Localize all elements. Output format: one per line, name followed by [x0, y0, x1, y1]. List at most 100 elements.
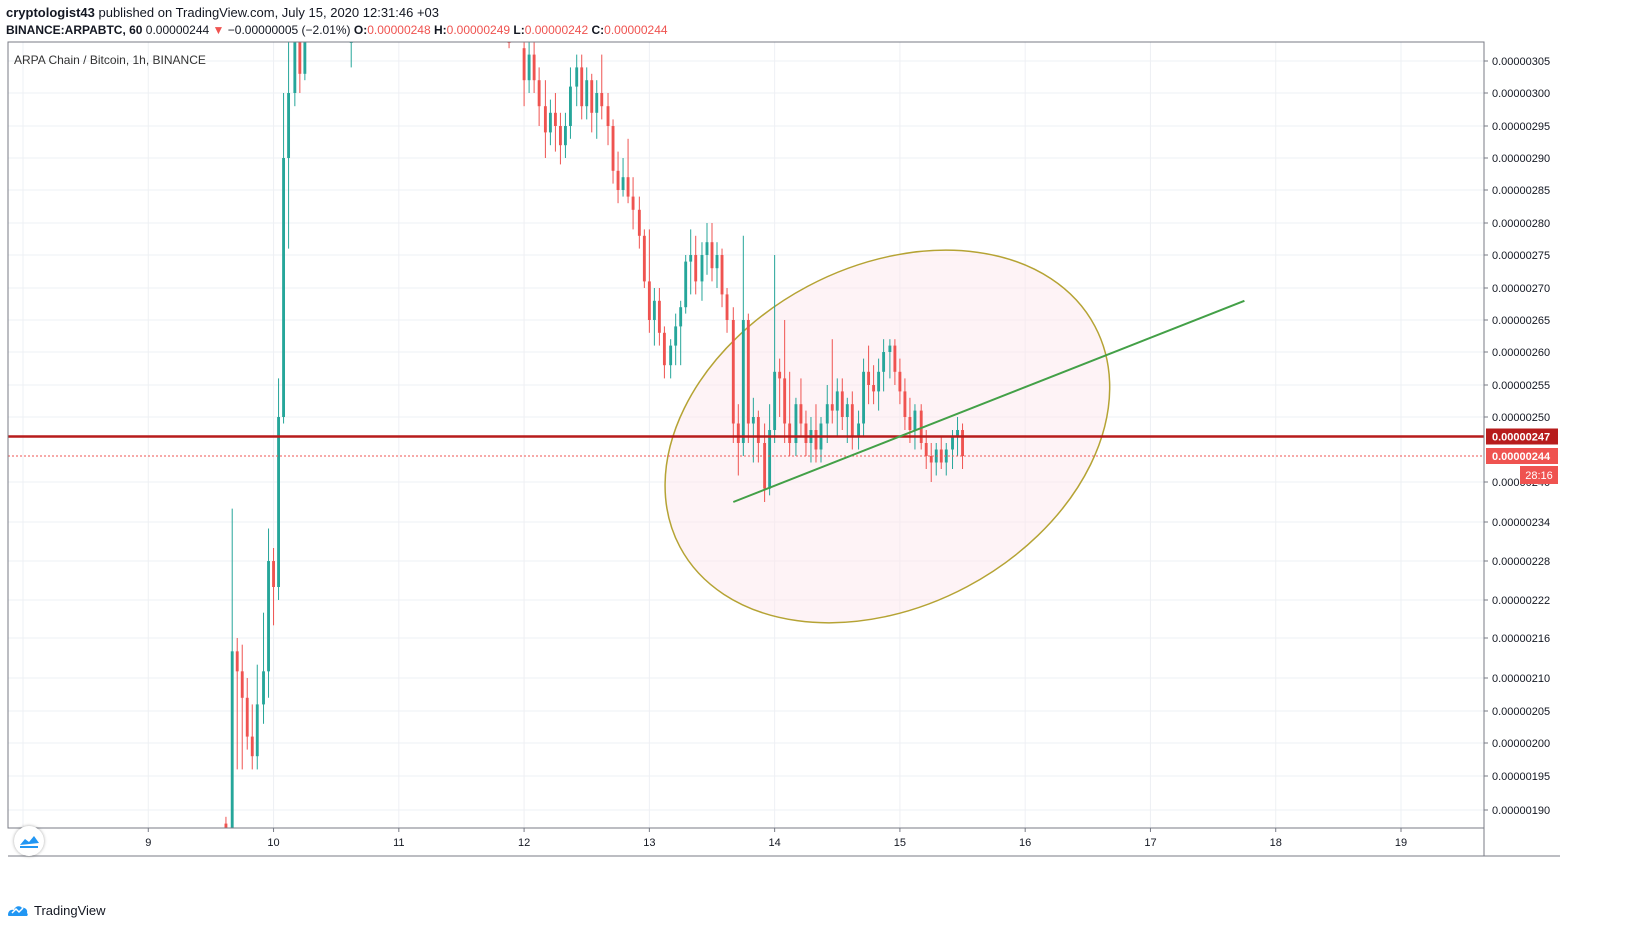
x-tick-label: 13: [643, 837, 655, 849]
tradingview-badge[interactable]: [14, 826, 44, 856]
candle-down: [961, 423, 964, 469]
candle-down: [522, 42, 526, 107]
candle-body: [569, 86, 572, 126]
candle-down: [778, 358, 782, 417]
x-tick-label: 16: [1019, 837, 1031, 849]
candle-body: [751, 417, 755, 424]
y-tick-label: 0.00000234: [1492, 517, 1550, 529]
level-tag-label: 0.00000247: [1492, 432, 1550, 444]
candle-up: [794, 397, 798, 456]
candle-down: [611, 119, 615, 184]
candle-body: [298, 42, 302, 74]
candle-body: [850, 404, 854, 437]
candle-body: [537, 80, 541, 107]
candle-body: [768, 430, 772, 489]
candle-down: [240, 644, 244, 770]
candle-down: [804, 410, 808, 456]
candle-down: [224, 816, 228, 828]
footer-brand[interactable]: TradingView: [6, 902, 106, 918]
candle-body: [303, 42, 307, 74]
candle-body: [788, 423, 792, 443]
candle-up: [684, 255, 688, 314]
candle-body: [548, 112, 552, 133]
candle-body: [255, 704, 259, 757]
drawings[interactable]: [8, 299, 1484, 503]
candle-body: [908, 417, 912, 430]
candle-body: [606, 106, 610, 126]
candle-body: [804, 423, 808, 443]
candle-up: [569, 67, 572, 139]
candle-down: [553, 93, 557, 152]
candle-body: [611, 126, 615, 171]
last-price-tag[interactable]: 0.00000244 28:16: [1486, 448, 1558, 484]
published-text: published on TradingView.com, July 15, 2…: [98, 5, 440, 20]
candle-body: [731, 320, 735, 424]
candle-body: [553, 112, 557, 126]
candle-up: [913, 404, 917, 450]
candle-body: [235, 651, 239, 672]
tradingview-logo-icon: [20, 836, 39, 848]
candle-down: [590, 73, 594, 133]
candle-up: [888, 339, 892, 379]
candle-body: [913, 410, 917, 430]
y-tick-label: 0.00000280: [1492, 218, 1550, 230]
candle-up: [282, 93, 286, 424]
candle-down: [788, 371, 792, 456]
candle-body: [872, 385, 876, 392]
candle-body: [272, 561, 275, 587]
x-tick-label: 18: [1270, 837, 1282, 849]
candle-body: [642, 235, 646, 282]
candle-body: [756, 417, 760, 443]
candle-down: [731, 307, 735, 443]
candle-body: [700, 255, 704, 282]
candle-body: [532, 54, 536, 81]
candle-down: [626, 138, 630, 204]
candle-up: [751, 397, 755, 463]
candle-down: [647, 229, 651, 333]
candle-down: [710, 223, 714, 282]
candle-body: [522, 48, 526, 81]
level-price-tag[interactable]: 0.00000247: [1486, 428, 1558, 445]
chart-title: ARPA Chain / Bitcoin, 1h, BINANCE: [14, 53, 206, 67]
change-down-arrow-icon: ▼: [212, 23, 225, 37]
candle-body: [543, 106, 547, 133]
candle-up: [882, 339, 886, 392]
candle-down: [616, 151, 620, 204]
candle-down: [637, 196, 641, 249]
candle-down: [657, 288, 661, 346]
candle-down: [600, 54, 604, 120]
candle-body: [746, 320, 750, 424]
candle-down: [850, 391, 854, 450]
candle-body: [250, 736, 254, 757]
candle-down: [558, 112, 562, 165]
candle-body: [575, 67, 579, 87]
y-tick-label: 0.00000255: [1492, 380, 1550, 392]
trend-line[interactable]: [732, 299, 1245, 503]
candle-up: [527, 42, 531, 93]
candle-body: [267, 561, 270, 672]
x-tick-label: 14: [769, 837, 781, 849]
candle-body: [616, 170, 620, 190]
candle-body: [898, 371, 902, 392]
candle-down: [830, 339, 834, 424]
candle-down: [642, 229, 646, 288]
x-tick-label: 19: [1395, 837, 1407, 849]
candle-body: [845, 404, 849, 417]
candle-body: [674, 326, 678, 346]
candle-down: [631, 177, 635, 230]
ohlc-line: BINANCE:ARPABTC, 60 0.00000244 ▼ −0.0000…: [6, 23, 668, 37]
candle-body: [778, 371, 782, 379]
y-tick-label: 0.00000200: [1492, 738, 1550, 750]
countdown-label: 28:16: [1525, 470, 1553, 482]
ohlc-high-key: H:: [433, 23, 447, 37]
candle-body: [595, 93, 599, 113]
candle-body: [652, 300, 656, 320]
candle-up: [700, 242, 704, 301]
author-name[interactable]: cryptologist43: [6, 5, 95, 20]
x-tick-label: 11: [393, 837, 404, 849]
tradingview-cloud-icon: [8, 906, 28, 916]
candle-down: [694, 235, 698, 295]
candle-body: [840, 391, 844, 417]
last-price: 0.00000244: [145, 23, 210, 37]
